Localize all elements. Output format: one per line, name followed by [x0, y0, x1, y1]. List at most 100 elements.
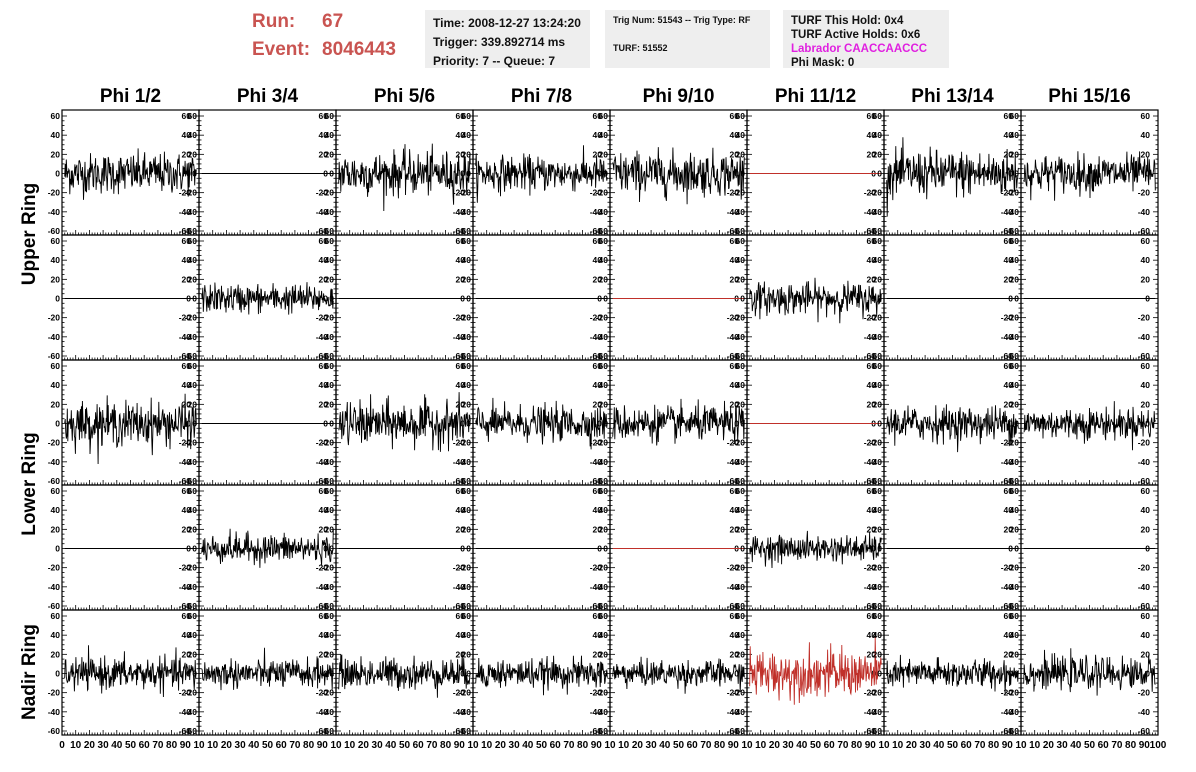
y-tick-label-right: 40	[730, 630, 740, 640]
column-header-3: Phi 5/6	[373, 86, 436, 107]
y-tick-label: 40	[51, 255, 61, 265]
y-tick-label-right: -40	[590, 207, 603, 217]
y-tick-label: -40	[185, 457, 198, 467]
y-tick-label-right: 20	[867, 149, 877, 159]
event-value: 8046443	[322, 39, 396, 60]
y-tick-label-right: 20	[456, 149, 466, 159]
y-tick-label: -40	[185, 332, 198, 342]
waveform-trace	[338, 143, 471, 212]
waveform-trace	[1023, 401, 1156, 451]
y-tick-label-right: 60	[730, 611, 740, 621]
labrador-text: Labrador CAACCAACCC	[791, 43, 928, 55]
x-tick-label: 30	[98, 740, 110, 751]
y-tick-label-right: -40	[1138, 582, 1151, 592]
y-tick-label-right: -20	[1001, 563, 1014, 573]
y-tick-label-right: 20	[182, 649, 192, 659]
y-tick-label: 20	[736, 649, 746, 659]
y-tick-label: 0	[329, 669, 334, 679]
y-tick-label-right: -40	[864, 582, 877, 592]
y-tick-label: -60	[185, 226, 198, 236]
y-tick-label: 0	[877, 669, 882, 679]
y-tick-label: -20	[733, 688, 746, 698]
y-tick-label-right: -40	[179, 582, 192, 592]
y-tick-label: -60	[459, 226, 472, 236]
y-tick-label: 40	[51, 630, 61, 640]
priority-text: Priority: 7 -- Queue: 7	[433, 54, 556, 68]
y-tick-label: 0	[740, 294, 745, 304]
y-tick-label-right: -20	[1138, 313, 1151, 323]
y-tick-label: -20	[322, 688, 335, 698]
x-tick-label: 80	[851, 740, 863, 751]
y-tick-label: -20	[185, 688, 198, 698]
y-tick-label: -20	[48, 563, 61, 573]
y-tick-label: 40	[736, 130, 746, 140]
y-tick-label-right: 40	[1004, 255, 1014, 265]
y-tick-label-right: 0	[1145, 419, 1150, 429]
y-tick-label-right: 60	[1004, 361, 1014, 371]
y-tick-label-right: -40	[1001, 582, 1014, 592]
y-tick-label-right: -20	[316, 438, 329, 448]
y-tick-label: -40	[459, 707, 472, 717]
y-tick-label: 20	[325, 274, 335, 284]
y-tick-label: -40	[1007, 207, 1020, 217]
y-tick-label-right: 40	[1141, 505, 1151, 515]
y-tick-label: -20	[48, 438, 61, 448]
y-tick-label: 60	[462, 611, 472, 621]
y-tick-label-right: 20	[593, 399, 603, 409]
y-tick-label: 40	[188, 255, 198, 265]
y-tick-label: 20	[1010, 149, 1020, 159]
y-tick-label-right: -40	[1138, 707, 1151, 717]
y-tick-label: 0	[603, 669, 608, 679]
y-tick-label-right: -20	[590, 688, 603, 698]
y-tick-label-right: 20	[1141, 649, 1151, 659]
y-tick-label-right: -20	[179, 313, 192, 323]
x-tick-label: 40	[248, 740, 260, 751]
x-tick-label: 20	[906, 740, 918, 751]
y-tick-label: 60	[873, 361, 883, 371]
y-tick-label-right: 20	[456, 524, 466, 534]
y-tick-label: 20	[873, 399, 883, 409]
y-tick-label-right: 40	[1141, 130, 1151, 140]
y-tick-label: 60	[462, 486, 472, 496]
y-tick-label: 0	[877, 169, 882, 179]
y-tick-label-right: 60	[730, 236, 740, 246]
y-tick-label-right: -20	[316, 563, 329, 573]
y-tick-label: -40	[596, 207, 609, 217]
y-tick-label: 20	[599, 399, 609, 409]
turf-active-holds-text: TURF Active Holds: 0x6	[791, 29, 921, 41]
y-tick-label-right: 60	[319, 611, 329, 621]
y-tick-label: 60	[1010, 486, 1020, 496]
y-tick-label-right: 60	[1004, 611, 1014, 621]
y-tick-label-right: -40	[590, 457, 603, 467]
x-tick-label: 80	[714, 740, 726, 751]
y-tick-label: 60	[188, 361, 198, 371]
y-tick-label-right: -40	[179, 332, 192, 342]
y-tick-label-right: 20	[182, 274, 192, 284]
y-tick-label-right: -40	[453, 332, 466, 342]
y-tick-label: -40	[870, 207, 883, 217]
y-tick-label-right: -40	[453, 707, 466, 717]
y-tick-label: 60	[736, 611, 746, 621]
y-tick-label-right: -40	[316, 207, 329, 217]
y-tick-label-right: 40	[1141, 255, 1151, 265]
waveform-trace	[749, 530, 882, 569]
y-tick-label: -20	[1007, 563, 1020, 573]
y-tick-label-right: 60	[456, 611, 466, 621]
y-tick-label: 60	[188, 111, 198, 121]
x-tick-label: 30	[646, 740, 658, 751]
y-tick-label-right: 60	[867, 361, 877, 371]
x-tick-label: 60	[687, 740, 699, 751]
x-tick-label: 60	[824, 740, 836, 751]
x-tick-label: 100	[1150, 740, 1167, 751]
y-tick-label: 20	[462, 274, 472, 284]
y-tick-label: -40	[322, 457, 335, 467]
trig-num-box: Trig Num: 51543 -- Trig Type: RF TURF: 5…	[605, 10, 770, 68]
y-tick-label: -20	[1007, 188, 1020, 198]
y-tick-label: 40	[599, 255, 609, 265]
y-tick-label-right: 0	[186, 419, 191, 429]
y-tick-label: -20	[459, 438, 472, 448]
y-tick-label: 40	[188, 380, 198, 390]
